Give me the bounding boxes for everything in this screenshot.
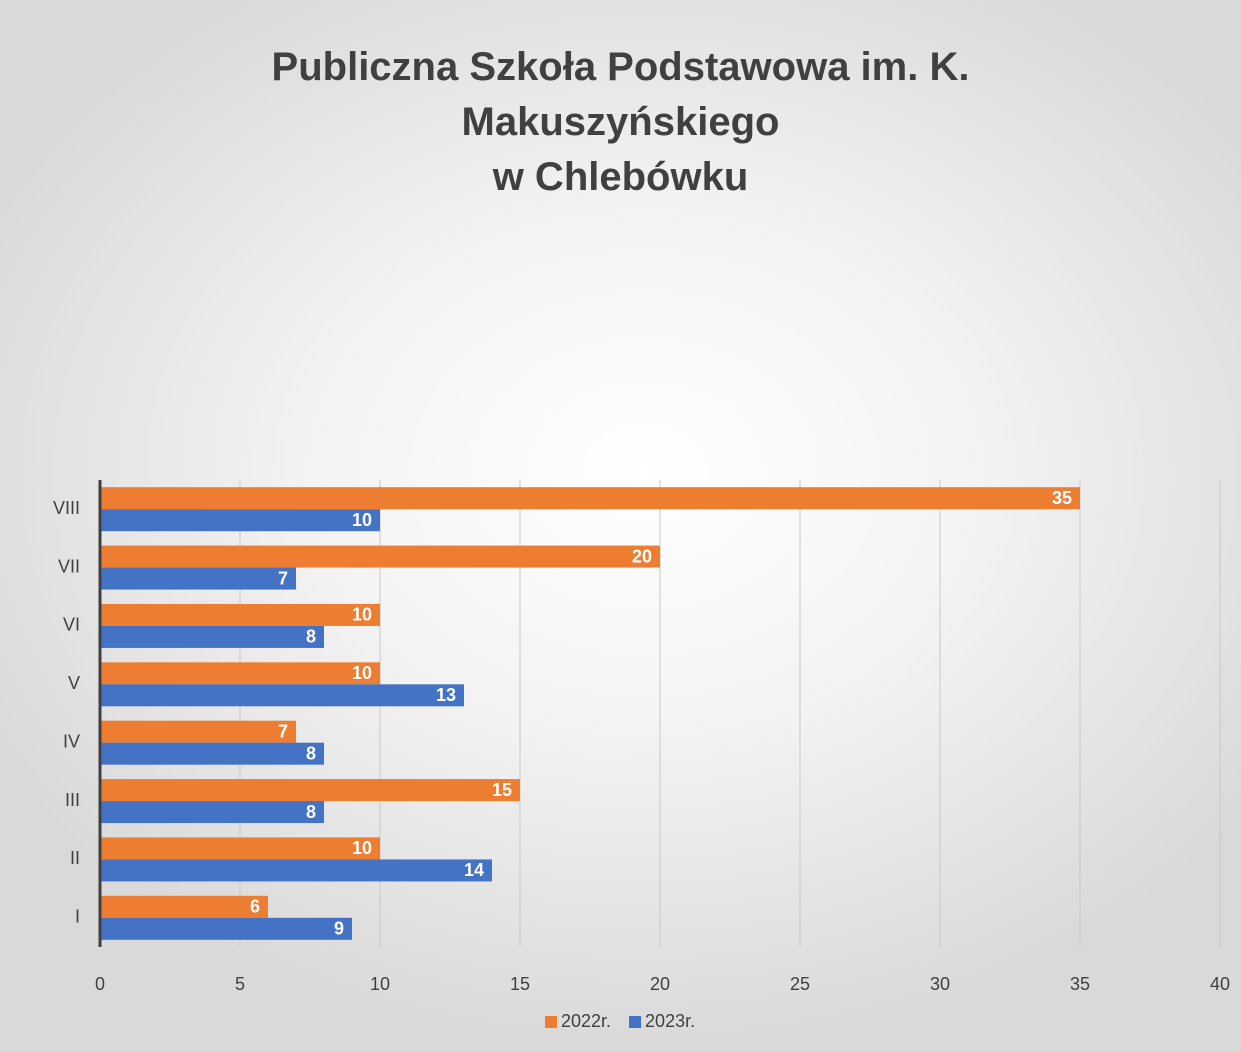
y-tick-label: III [65, 790, 80, 810]
bar [100, 742, 324, 765]
x-tick-label: 25 [790, 974, 810, 994]
x-tick-label: 15 [510, 974, 530, 994]
x-tick-label: 35 [1070, 974, 1090, 994]
bar [100, 625, 324, 648]
x-tick-label: 40 [1210, 974, 1230, 994]
bar [100, 567, 296, 590]
bar [100, 509, 380, 532]
y-tick-label: VI [63, 615, 80, 635]
x-tick-label: 20 [650, 974, 670, 994]
legend-swatch [545, 1016, 557, 1028]
bar [100, 837, 380, 860]
data-label: 10 [352, 605, 372, 625]
bar [100, 801, 324, 824]
bar [100, 720, 296, 743]
data-label: 9 [334, 919, 344, 939]
y-tick-label: II [70, 848, 80, 868]
data-label: 8 [306, 743, 316, 763]
data-label: 35 [1052, 488, 1072, 508]
bar [100, 917, 352, 940]
data-label: 13 [436, 685, 456, 705]
data-label: 20 [632, 546, 652, 566]
y-tick-label: VII [58, 556, 80, 576]
bar [100, 487, 1080, 510]
bar [100, 895, 268, 918]
y-tick-label: IV [63, 731, 80, 751]
bar [100, 684, 464, 707]
y-tick-label: VIII [53, 498, 80, 518]
bar [100, 662, 380, 685]
data-label: 15 [492, 780, 512, 800]
data-label: 7 [278, 721, 288, 741]
x-tick-label: 5 [235, 974, 245, 994]
x-tick-label: 30 [930, 974, 950, 994]
bar [100, 603, 380, 626]
bar [100, 545, 660, 568]
y-tick-label: V [68, 673, 80, 693]
x-tick-label: 0 [95, 974, 105, 994]
data-label: 10 [352, 663, 372, 683]
bar [100, 859, 492, 882]
data-label: 6 [250, 897, 260, 917]
y-tick-label: I [75, 907, 80, 927]
legend-label: 2022r. [561, 1011, 611, 1031]
chart-title: Publiczna Szkoła Podstawowa im. K. Makus… [271, 45, 970, 199]
bar [100, 779, 520, 802]
data-label: 8 [306, 802, 316, 822]
data-label: 10 [352, 838, 372, 858]
legend-swatch [629, 1016, 642, 1028]
data-label: 14 [464, 860, 484, 880]
x-tick-label: 10 [370, 974, 390, 994]
data-label: 7 [278, 568, 288, 588]
data-label: 8 [306, 627, 316, 647]
legend-label: 2023r. [645, 1011, 695, 1031]
data-label: 10 [352, 510, 372, 530]
